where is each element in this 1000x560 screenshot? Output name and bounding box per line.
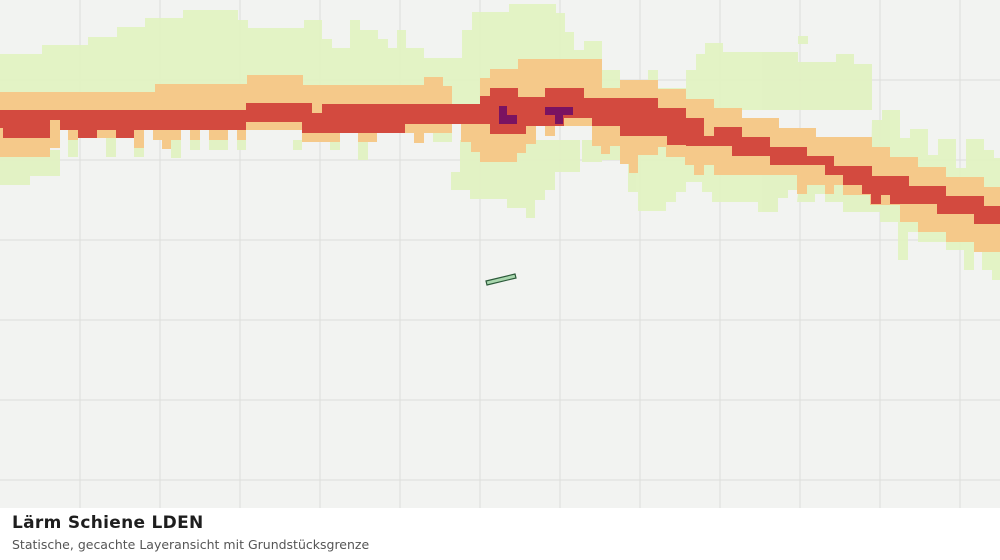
noise-patch bbox=[555, 115, 563, 124]
noise-zone-high bbox=[0, 88, 1000, 224]
map-title: Lärm Schiene LDEN bbox=[12, 513, 204, 533]
noise-patch bbox=[545, 107, 573, 115]
noise-patch bbox=[499, 115, 517, 124]
caption: Lärm Schiene LDEN Statische, gecachte La… bbox=[0, 508, 1000, 560]
parcel-boundary bbox=[485, 273, 517, 286]
map-subtitle: Statische, gecachte Layeransicht mit Gru… bbox=[12, 537, 370, 552]
map-view bbox=[0, 0, 1000, 508]
noise-zone-very-high bbox=[499, 106, 573, 124]
